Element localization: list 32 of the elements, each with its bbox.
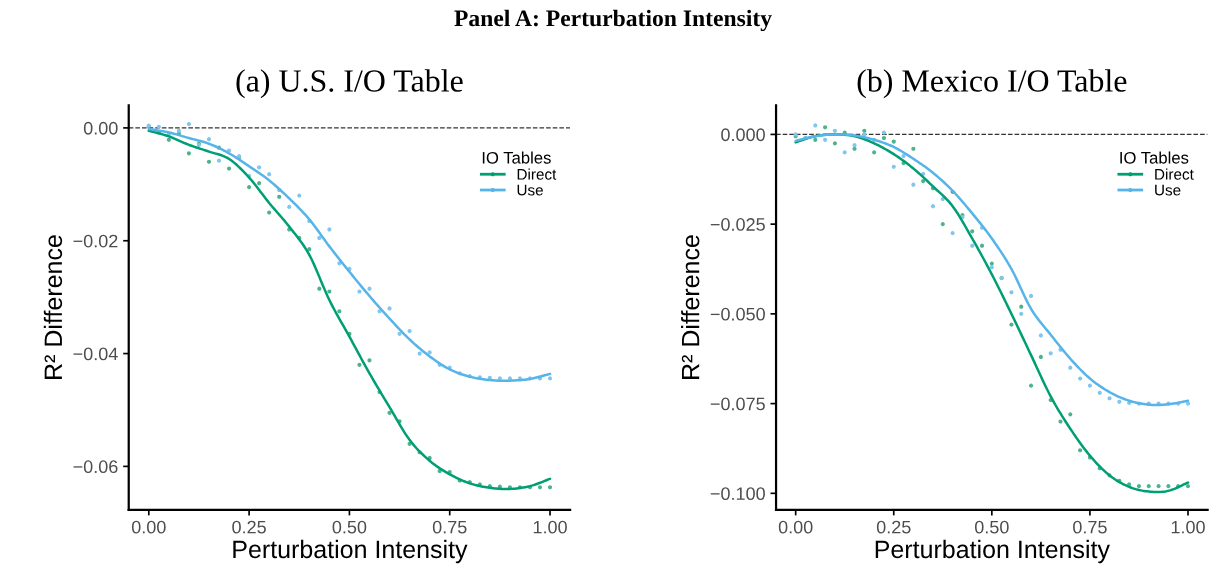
x-tick-label: 1.00 [533,520,567,534]
x-axis-title: Perturbation Intensity [233,539,468,564]
x-tick-label: 0.00 [778,520,813,534]
x-tick-label: 0.75 [432,520,467,534]
x-tick-label: 0.00 [131,520,166,534]
y-tick-label: −0.06 [73,460,118,474]
y-axis-title: R² Difference [681,235,700,379]
legend-title: IO Tables [482,151,551,164]
x-axis-title: Perturbation Intensity [875,539,1110,564]
y-tick-label: −0.050 [710,307,765,321]
legend-title: IO Tables [1120,151,1189,164]
legend-label: Direct [517,168,557,180]
x-tick-label: 0.50 [974,520,1009,534]
x-tick-label: 0.75 [1073,520,1107,534]
legend-label: Use [517,184,543,196]
chart-title: (b) Mexico I/O Table [857,69,1127,99]
y-tick-label: −0.075 [710,397,765,411]
text: Panel A: Perturbation Intensity [454,9,772,32]
legend-label: Direct [1155,168,1194,180]
y-tick-label: 0.000 [721,128,765,142]
x-tick-label: 0.25 [876,520,911,534]
x-tick-label: 0.25 [232,520,266,534]
y-tick-label: −0.02 [73,234,118,248]
y-tick-label: −0.025 [710,218,765,231]
x-tick-label: 1.00 [1171,520,1205,534]
x-tick-label: 0.50 [332,520,367,534]
y-tick-label: −0.04 [73,347,118,361]
y-axis-title: R² Difference [43,235,63,379]
y-tick-label: −0.100 [710,487,765,501]
legend-label: Use [1155,184,1181,196]
y-tick-label: 0.00 [83,121,118,135]
chart-title: (a) U.S. I/O Table [236,69,463,99]
